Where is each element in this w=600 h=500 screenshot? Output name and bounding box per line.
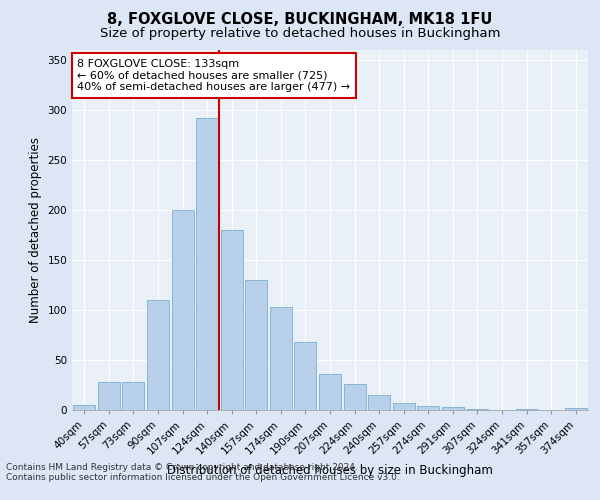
Bar — [270, 307, 292, 410]
Text: Contains public sector information licensed under the Open Government Licence v3: Contains public sector information licen… — [6, 472, 400, 482]
Bar — [245, 280, 268, 410]
Bar — [73, 405, 95, 410]
Bar — [565, 408, 587, 410]
Bar — [122, 382, 145, 410]
Bar — [442, 407, 464, 410]
Bar — [319, 374, 341, 410]
Bar — [196, 118, 218, 410]
Bar — [147, 300, 169, 410]
Y-axis label: Number of detached properties: Number of detached properties — [29, 137, 42, 323]
Bar — [368, 395, 390, 410]
Bar — [221, 230, 243, 410]
Text: Contains HM Land Registry data © Crown copyright and database right 2024.: Contains HM Land Registry data © Crown c… — [6, 462, 358, 471]
Bar — [98, 382, 120, 410]
Text: 8, FOXGLOVE CLOSE, BUCKINGHAM, MK18 1FU: 8, FOXGLOVE CLOSE, BUCKINGHAM, MK18 1FU — [107, 12, 493, 28]
Bar — [392, 403, 415, 410]
Bar — [295, 342, 316, 410]
Bar — [344, 384, 365, 410]
Bar — [417, 406, 439, 410]
Text: 8 FOXGLOVE CLOSE: 133sqm
← 60% of detached houses are smaller (725)
40% of semi-: 8 FOXGLOVE CLOSE: 133sqm ← 60% of detach… — [77, 59, 350, 92]
Text: Size of property relative to detached houses in Buckingham: Size of property relative to detached ho… — [100, 28, 500, 40]
Bar — [515, 409, 538, 410]
Bar — [172, 210, 194, 410]
Bar — [466, 409, 488, 410]
X-axis label: Distribution of detached houses by size in Buckingham: Distribution of detached houses by size … — [167, 464, 493, 477]
